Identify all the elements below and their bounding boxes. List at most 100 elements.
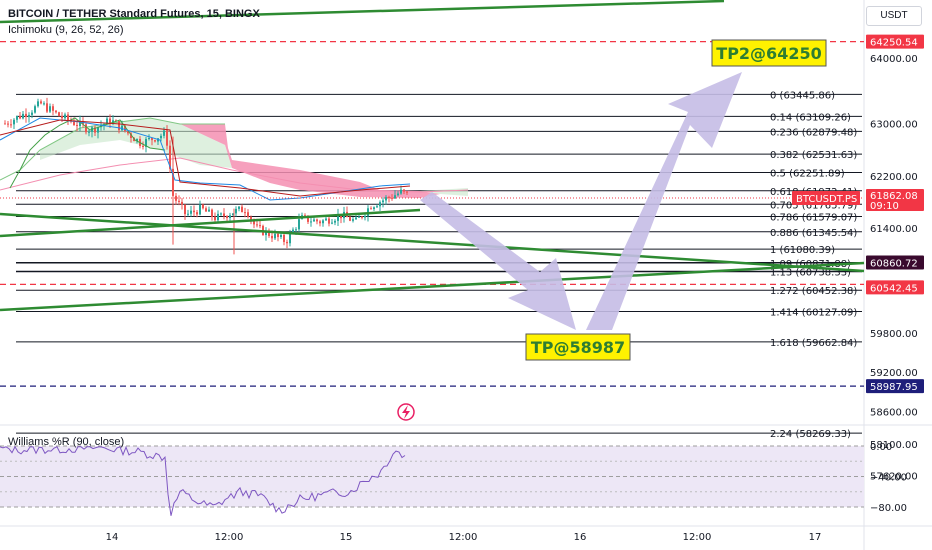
candle-body [232, 213, 234, 216]
fib-level-label: 1.618 (59662.84) [770, 338, 857, 349]
fib-level-label: 0.14 (63109.26) [770, 112, 851, 123]
candle-body [277, 233, 279, 238]
badge-tp-price-bg [866, 379, 924, 394]
candle-body [43, 103, 45, 105]
candle-body [316, 219, 318, 222]
projection-arrow-down[interactable] [420, 192, 576, 330]
badge-symbol-bg [792, 190, 860, 205]
candle-body [193, 210, 195, 213]
time-tick-label: 15 [340, 532, 353, 543]
candle-body [88, 131, 90, 133]
trendline[interactable] [0, 261, 865, 312]
candle-body [373, 207, 375, 210]
candle-body [220, 213, 222, 215]
candle-body [28, 114, 30, 118]
kijun-line [0, 119, 411, 197]
price-tick-label: 64000.00 [870, 54, 918, 65]
candle-body [355, 217, 357, 220]
candle-body [325, 218, 327, 221]
currency-button[interactable]: USDT [866, 6, 922, 26]
candle-body [283, 234, 285, 242]
price-tick-label: 58100.00 [870, 440, 918, 451]
williams-r-legend[interactable]: Williams %R (90, close) [8, 436, 125, 448]
candle-body [379, 202, 381, 207]
candle-body [169, 145, 171, 169]
candle-body [271, 235, 273, 239]
candle-body [121, 125, 123, 131]
target-label-2: TP@58987 [531, 338, 625, 357]
candle-body [4, 123, 6, 125]
candle-body [166, 130, 168, 146]
candle-body [295, 229, 297, 231]
fib-level-label: 0.886 (61345.54) [770, 228, 857, 239]
candle-body [76, 125, 78, 127]
candle-body [16, 116, 18, 120]
candle-body [34, 106, 36, 113]
candle-body [385, 197, 387, 201]
price-tick-label: 62200.00 [870, 172, 918, 183]
trendline[interactable] [0, 0, 725, 24]
candle-body [163, 130, 165, 136]
candle-body [337, 214, 339, 221]
badge-tp2-price: 64250.54 [870, 38, 918, 49]
candle-body [406, 191, 408, 193]
candle-body [118, 121, 120, 131]
candle-body [85, 124, 87, 133]
badge-stop-price-bg [866, 280, 924, 295]
projection-arrow-up[interactable] [586, 72, 742, 330]
candle-body [52, 106, 54, 111]
candle-body [214, 216, 216, 221]
badge-stop-price: 60542.45 [870, 283, 918, 294]
candle-body [250, 216, 252, 220]
williams-tick-label: −40.00 [870, 473, 907, 484]
candle-body [205, 208, 207, 212]
badge-symbol: BTCUSDT.PS [796, 194, 857, 205]
candle-body [328, 218, 330, 224]
candle-body [13, 119, 15, 125]
fib-level-label: 2.24 (58269.33) [770, 429, 851, 440]
candle-body [352, 219, 354, 221]
trendline[interactable] [0, 208, 421, 238]
fib-level-label: 0.705 (61765.79) [770, 200, 857, 211]
time-tick-label: 12:00 [449, 532, 478, 543]
fib-level-label: 1.414 (60127.09) [770, 308, 857, 319]
candle-body [340, 214, 342, 219]
badge-tp-price: 58987.95 [870, 382, 918, 393]
candle-body [217, 213, 219, 221]
time-tick-label: 12:00 [215, 532, 244, 543]
price-tick-label: 61400.00 [870, 224, 918, 235]
candle-body [226, 216, 228, 218]
fib-level-label: 1.13 (60738.33) [770, 268, 851, 279]
symbol-title: BITCOIN / TETHER Standard Futures, 15, B… [8, 8, 260, 20]
target-box-1[interactable] [711, 39, 827, 67]
target-box-2[interactable] [525, 333, 631, 361]
candle-body [37, 101, 39, 107]
time-tick-label: 16 [574, 532, 587, 543]
candle-body [229, 215, 231, 218]
candle-body [241, 206, 243, 213]
candle-body [196, 212, 198, 215]
candle-body [49, 106, 51, 112]
candle-body [40, 101, 42, 104]
candle-body [364, 215, 366, 218]
fib-level-label: 0.5 (62251.89) [770, 168, 845, 179]
candle-body [175, 195, 177, 201]
candle-body [73, 121, 75, 126]
candle-body [61, 116, 63, 119]
badge-tp2-price-bg [866, 34, 924, 49]
candle-body [136, 138, 138, 142]
fib-level-label: 1 (61080.39) [770, 245, 835, 256]
candle-body [97, 127, 99, 133]
lightning-icon[interactable] [397, 403, 415, 421]
candle-body [187, 213, 189, 215]
candle-body [130, 133, 132, 138]
ichimoku-legend[interactable]: Ichimoku (9, 26, 52, 26) [8, 24, 124, 36]
candle-body [115, 120, 117, 122]
time-tick-label: 14 [106, 532, 119, 543]
fib-level-label: 0 (63445.86) [770, 90, 835, 101]
candle-body [247, 212, 249, 217]
trendline[interactable] [0, 212, 865, 273]
candle-body [148, 138, 150, 140]
candle-body [199, 204, 201, 215]
